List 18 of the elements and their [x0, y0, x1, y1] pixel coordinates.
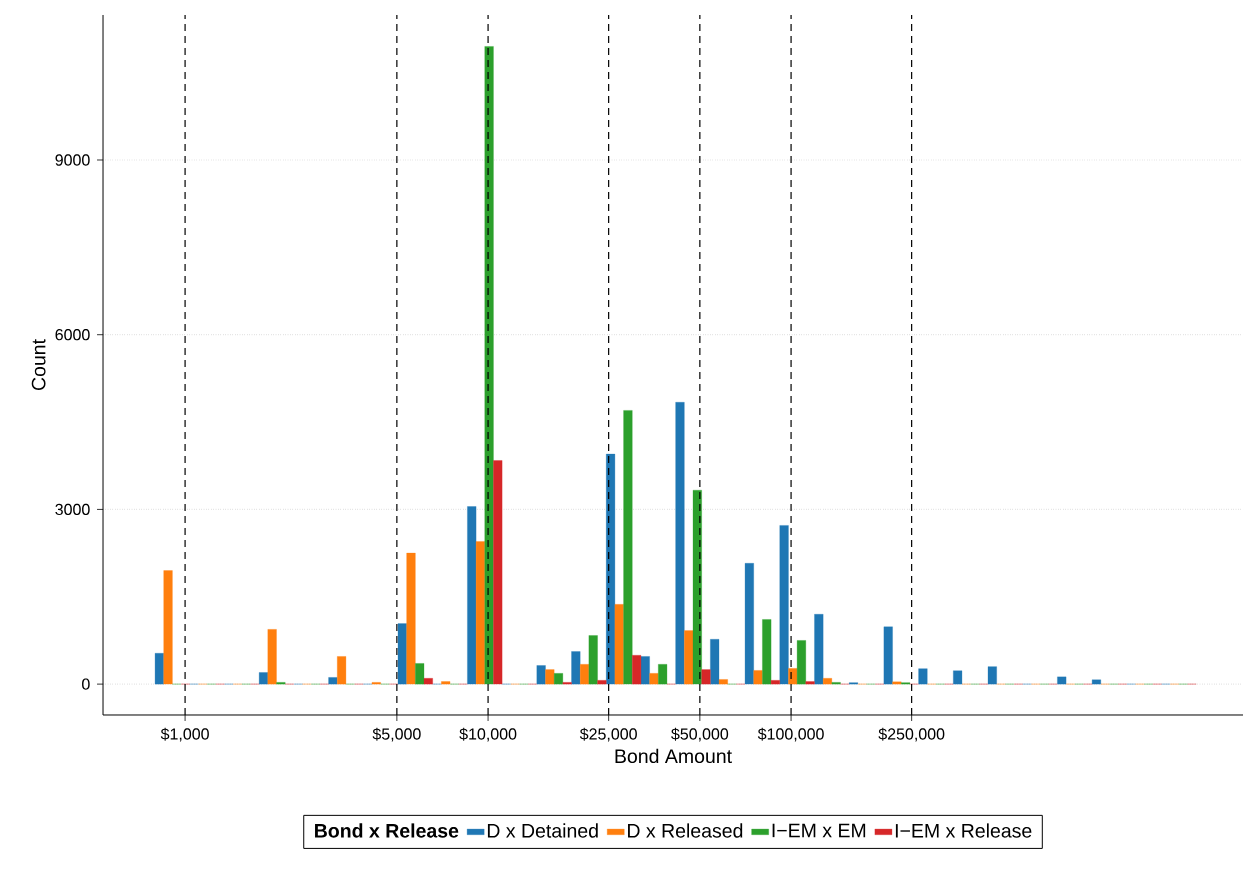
y-tick-label: 9000 [55, 154, 90, 166]
x-tick-label: $250,000 [878, 727, 945, 742]
legend-label: D x Released [628, 823, 743, 838]
x-tick-label: $5,000 [372, 727, 421, 742]
legend-label: D x Detained [487, 823, 598, 838]
x-tick-label: $100,000 [757, 727, 824, 742]
legend-title: Bond x Release [315, 823, 459, 838]
y-tick-label: 6000 [55, 329, 90, 341]
y-axis-title: Count [31, 339, 46, 391]
x-tick-label: $10,000 [459, 727, 517, 742]
legend-label: I−EM x EM [772, 823, 866, 838]
x-tick-label: $1,000 [160, 727, 209, 742]
x-tick-label: $50,000 [671, 727, 729, 742]
y-tick-label: 0 [82, 678, 90, 690]
x-axis-title: Bond Amount [615, 748, 732, 764]
legend-label: I−EM x Release [895, 823, 1032, 838]
y-tick-label: 3000 [55, 503, 90, 516]
x-tick-label: $25,000 [579, 727, 637, 742]
